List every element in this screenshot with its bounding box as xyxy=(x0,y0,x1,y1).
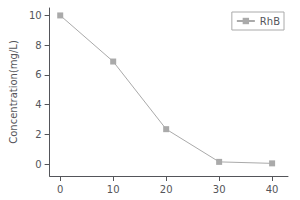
svg-text:20: 20 xyxy=(160,184,173,195)
svg-text:40: 40 xyxy=(266,184,279,195)
svg-text:30: 30 xyxy=(213,184,226,195)
svg-text:RhB: RhB xyxy=(260,16,280,27)
svg-text:0: 0 xyxy=(35,159,41,170)
svg-text:10: 10 xyxy=(107,184,120,195)
svg-text:6: 6 xyxy=(35,69,41,80)
svg-text:Concentration(mg/L): Concentration(mg/L) xyxy=(8,40,19,144)
svg-text:2: 2 xyxy=(35,129,41,140)
svg-text:0: 0 xyxy=(57,184,63,195)
svg-text:8: 8 xyxy=(35,40,41,51)
svg-text:10: 10 xyxy=(29,10,42,21)
svg-text:4: 4 xyxy=(35,99,41,110)
